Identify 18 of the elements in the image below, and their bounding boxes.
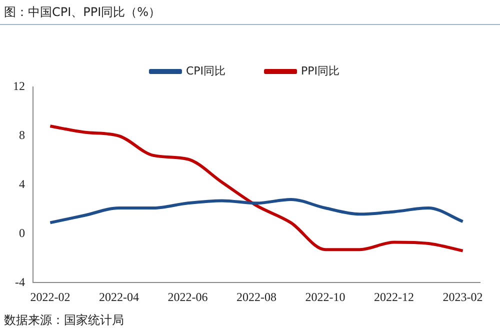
line-series [48,198,464,224]
y-tick-label: 0 [19,226,25,240]
y-tick-label: 4 [19,176,25,191]
source-note: 数据来源：国家统计局 [4,312,124,329]
x-tick-label: 2022-06 [168,290,208,304]
y-tick-label: 12 [13,79,25,94]
x-tick-label: 2023-02 [442,290,483,304]
legend-label: CPI同比 [186,64,226,78]
chart-title: 图：中国CPI、PPI同比（%） [4,4,161,21]
x-tick-label: 2022-04 [98,290,139,304]
x-tick-label: 2022-10 [305,290,346,304]
x-tick-label: 2022-12 [374,290,414,304]
y-tick-label: -4 [15,274,25,289]
legend-label: PPI同比 [301,64,340,78]
line-series [48,124,464,252]
x-tick-label: 2022-02 [30,290,70,304]
y-tick-label: 8 [19,128,25,142]
x-tick-label: 2022-08 [236,290,276,304]
